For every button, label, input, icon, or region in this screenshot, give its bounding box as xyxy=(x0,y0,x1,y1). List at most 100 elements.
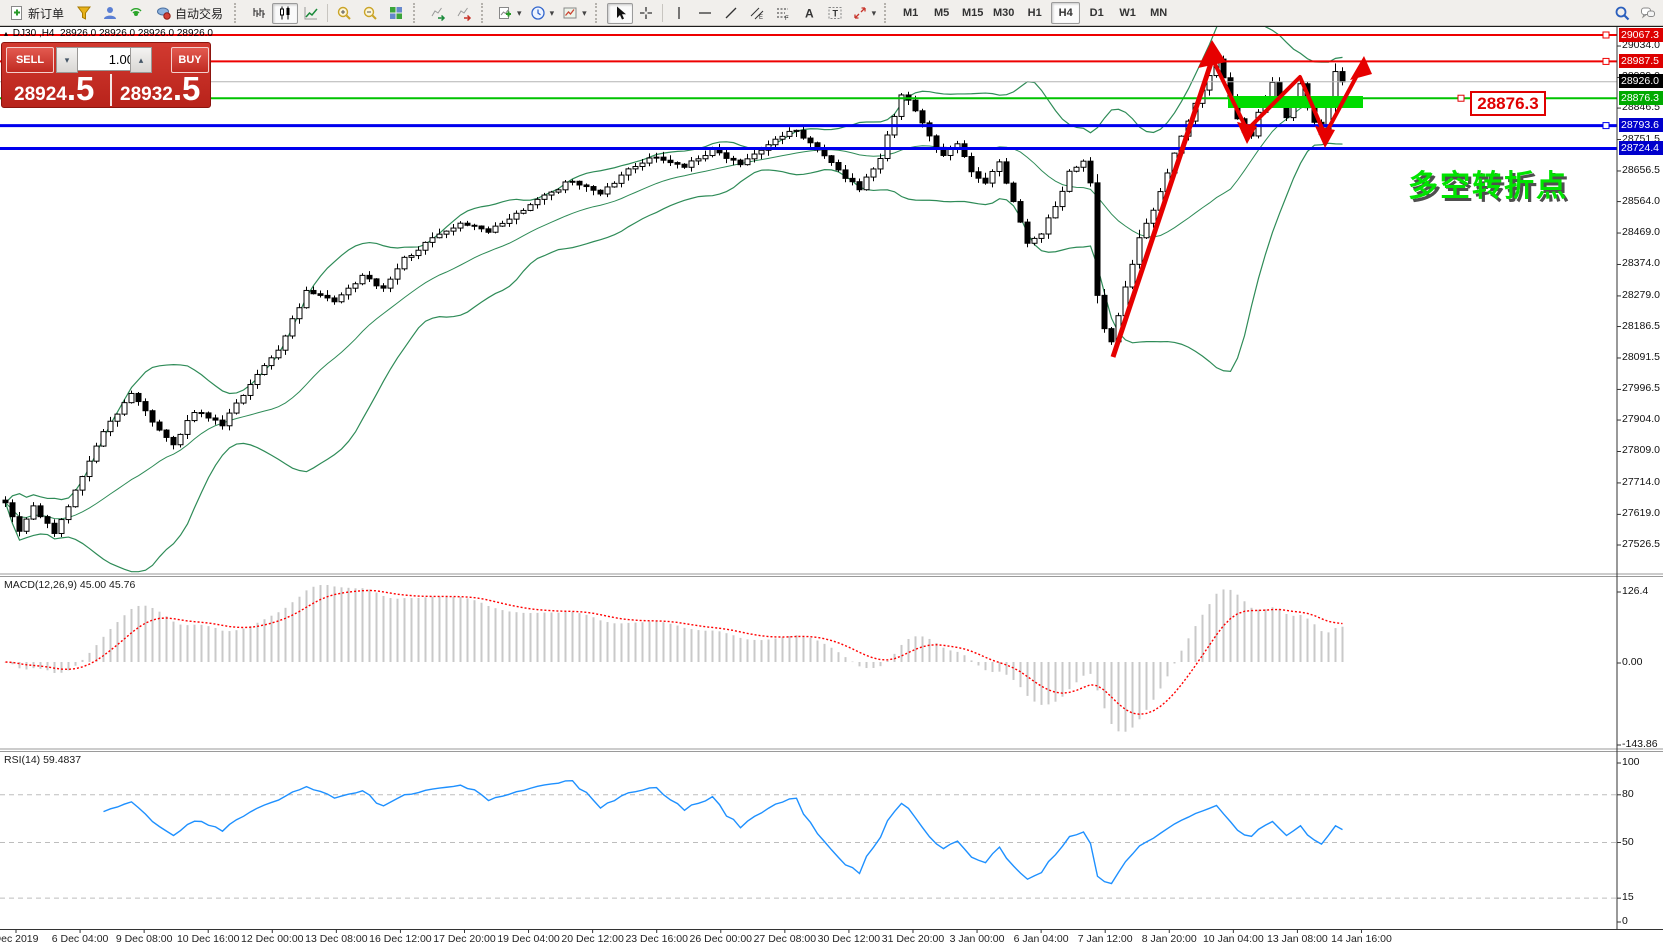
market-watch-button[interactable] xyxy=(97,3,123,24)
timeframe-group: M1 M5 M15 M30 H1 H4 D1 W1 MN xyxy=(896,2,1173,24)
time-axis-tick: 3 Jan 00:00 xyxy=(949,933,1005,945)
label-tool-button[interactable]: T xyxy=(822,3,848,24)
triangle-down-icon: ▾ xyxy=(64,54,70,65)
chinese-annotation[interactable]: 多空转折点 xyxy=(1408,170,1568,203)
cloud-icon xyxy=(156,5,172,21)
timeframe-mn-button[interactable]: MN xyxy=(1150,7,1168,19)
triangle-up-icon: ▴ xyxy=(138,54,144,65)
timeframe-m5-button[interactable]: M5 xyxy=(934,7,950,19)
line-anchor-handle[interactable] xyxy=(1602,57,1610,65)
volume-decrement-button[interactable]: ▾ xyxy=(56,47,78,73)
bollinger-band-line xyxy=(5,1,1343,504)
rsi-axis-tick: 15 xyxy=(1622,891,1634,904)
toolbar-drag-handle[interactable] xyxy=(234,3,243,23)
templates-button[interactable]: ▾ xyxy=(558,3,591,24)
time-axis-tick: 13 Dec 08:00 xyxy=(305,933,368,945)
zoomout-icon xyxy=(362,5,378,21)
arrowhead-down-icon xyxy=(1315,126,1335,148)
macd-axis-tick: -143.86 xyxy=(1622,738,1658,750)
zoomin-icon xyxy=(336,5,352,21)
sell-button[interactable]: SELL xyxy=(6,47,54,73)
zoom-out-button[interactable] xyxy=(357,3,383,24)
chevron-down-icon: ▾ xyxy=(871,7,877,18)
timeframe-m30-button[interactable]: M30 xyxy=(992,7,1015,19)
auto-trading-button[interactable]: 自动交易 xyxy=(149,3,230,24)
new-order-button[interactable]: 新订单 xyxy=(2,3,71,24)
toolbar-drag-handle[interactable] xyxy=(413,3,422,23)
macd-axis-tick: 0.00 xyxy=(1622,656,1643,668)
timeframe-d1-button[interactable]: D1 xyxy=(1089,7,1104,19)
chat-button[interactable] xyxy=(1635,3,1661,24)
price-axis-tick: 29034.0 xyxy=(1622,39,1660,52)
timeframe-h1-button[interactable]: H1 xyxy=(1027,7,1042,19)
time-axis-tick: Dec 2019 xyxy=(0,933,39,945)
main-toolbar: 新订单 自动交易 ▾ ▾ ▾ E F A T ▾ M1 M5 M15 M30 H1 H4 D… xyxy=(0,0,1663,26)
buy-button[interactable]: BUY xyxy=(171,47,209,73)
line-anchor-handle[interactable] xyxy=(1602,122,1610,130)
text-tool-button[interactable]: A xyxy=(796,3,822,24)
volume-increment-button[interactable]: ▴ xyxy=(130,47,152,73)
trendline-tool-button[interactable] xyxy=(718,3,744,24)
toolbar-drag-handle[interactable] xyxy=(481,3,490,23)
time-axis-tick: 13 Jan 08:00 xyxy=(1267,933,1328,945)
signals-button[interactable] xyxy=(123,3,149,24)
time-axis-tick: 7 Jan 12:00 xyxy=(1077,933,1133,945)
price-axis-tick: 28091.5 xyxy=(1622,350,1660,363)
price-level-box: 28876.3 xyxy=(1619,90,1663,105)
search-button[interactable] xyxy=(1609,3,1635,24)
macd-histogram xyxy=(4,585,1344,732)
panel-divider xyxy=(110,74,112,106)
bar-chart-button[interactable] xyxy=(246,3,272,24)
channel-tool-button[interactable]: E xyxy=(744,3,770,24)
indicators-button[interactable]: ▾ xyxy=(493,3,526,24)
periods-button[interactable]: ▾ xyxy=(526,3,559,24)
data-window-button[interactable] xyxy=(71,3,97,24)
funnel-icon xyxy=(76,5,92,21)
timeframe-m15-button[interactable]: M15 xyxy=(961,7,984,19)
zoom-in-button[interactable] xyxy=(331,3,357,24)
toolbar-drag-handle[interactable] xyxy=(884,3,893,23)
support-zone-band[interactable] xyxy=(1228,96,1363,108)
vertical-line-tool-button[interactable] xyxy=(666,3,692,24)
buy-price: 28932.5 xyxy=(120,70,201,107)
macd-label: MACD(12,26,9) 45.00 45.76 xyxy=(4,579,136,591)
price-axis-tick: 27809.0 xyxy=(1622,444,1660,457)
toolbar-drag-handle[interactable] xyxy=(594,3,604,23)
price-level-box: 28793.6 xyxy=(1619,118,1663,133)
impulse-trend-arrow[interactable] xyxy=(1110,56,1216,358)
tile-windows-button[interactable] xyxy=(383,3,409,24)
tile-icon xyxy=(388,5,404,21)
fibonacci-tool-button[interactable]: F xyxy=(770,3,796,24)
chevron-down-icon: ▾ xyxy=(549,7,555,18)
volume-input[interactable] xyxy=(77,47,139,71)
chart-symbol-period: DJ30 ,H4 xyxy=(12,28,55,39)
candles-icon xyxy=(277,5,293,21)
one-click-trading-panel: SELL ▾ ▴ BUY 28924.5 28932.5 xyxy=(1,42,211,108)
price-level-box: 28987.5 xyxy=(1619,53,1663,68)
macd-axis-tick: 126.4 xyxy=(1622,585,1649,597)
time-axis-tick: 16 Dec 12:00 xyxy=(369,933,432,945)
price-axis-tick: 27526.5 xyxy=(1622,537,1660,550)
line-chart-button[interactable] xyxy=(298,3,324,24)
arrows-tool-button[interactable]: ▾ xyxy=(848,3,881,24)
zigzag-projection-arrow[interactable] xyxy=(1211,59,1363,137)
price-callout-label[interactable]: 28876.3 xyxy=(1470,91,1546,116)
crosshair-tool-button[interactable] xyxy=(633,3,659,24)
line-anchor-handle[interactable] xyxy=(1602,31,1610,39)
rsi-line xyxy=(103,779,1343,885)
template-icon xyxy=(562,5,578,21)
horizontal-line-tool-button[interactable] xyxy=(692,3,718,24)
arrows-icon xyxy=(852,5,868,21)
timeframe-w1-button[interactable]: W1 xyxy=(1119,7,1136,19)
candlestick-chart-button[interactable] xyxy=(272,2,299,24)
auto-scroll-button[interactable] xyxy=(425,3,451,24)
cursor-tool-button[interactable] xyxy=(606,2,633,24)
price-axis-tick: 28374.0 xyxy=(1622,257,1660,270)
timeframe-m1-button[interactable]: M1 xyxy=(903,7,919,19)
time-axis-tick: 14 Jan 16:00 xyxy=(1331,933,1392,945)
chart-shift-button[interactable] xyxy=(451,3,477,24)
timeframe-h4-button[interactable]: H4 xyxy=(1051,2,1081,24)
time-axis-tick: 19 Dec 04:00 xyxy=(497,933,560,945)
